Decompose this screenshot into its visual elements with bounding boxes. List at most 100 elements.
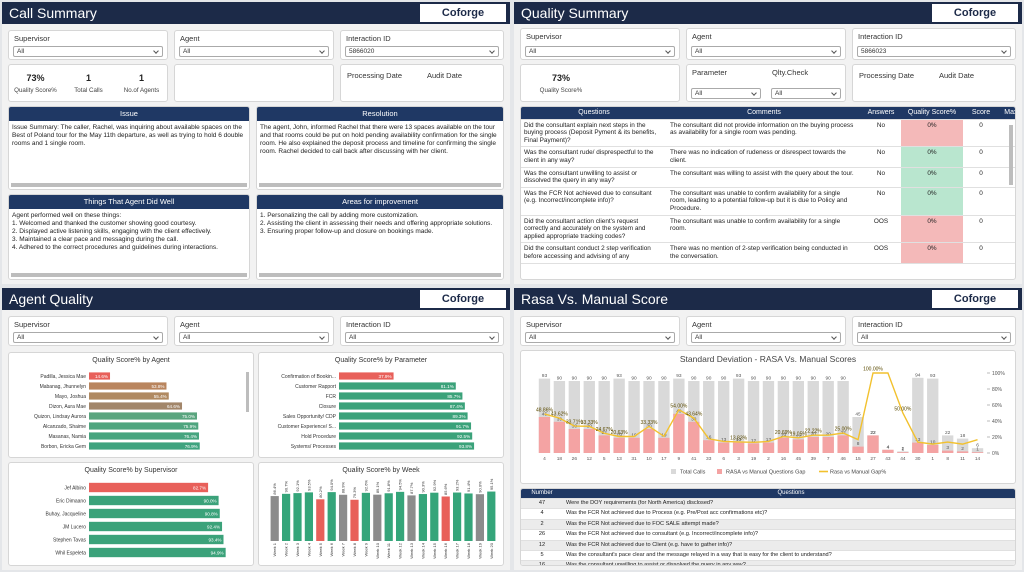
chevron — [751, 90, 757, 96]
column-header: Score — [963, 107, 999, 120]
bar — [956, 451, 969, 453]
chart-title: Quality Score% by Parameter — [335, 357, 428, 364]
filter: Interaction ID All — [852, 316, 1016, 346]
section-line: 2. Assisting the client in assessing the… — [260, 220, 493, 227]
y2-tick-label: 80% — [992, 387, 1003, 393]
value-label: 90 — [587, 376, 593, 382]
value-label: 90 — [811, 376, 817, 382]
value-label: 16 — [706, 435, 712, 441]
chart-title: Quality Score% by Week — [342, 467, 420, 474]
table-cell: Was the FCR Not achieved due to consulta… — [521, 187, 667, 216]
value-label: 33.71% — [566, 420, 584, 426]
filter-label: Agent — [692, 32, 712, 41]
dropdown[interactable]: All — [13, 46, 163, 57]
chevron — [831, 334, 837, 340]
section-body: Issue Summary: The caller, Rachel, was i… — [12, 124, 246, 182]
value-label: 90.0% — [477, 481, 482, 493]
filter: Supervisor All — [520, 28, 680, 60]
value-label: 90 — [840, 376, 846, 382]
x-tick-label: Week 14 — [420, 542, 425, 558]
value-label: 93 — [676, 373, 682, 379]
value-label: 91.8% — [386, 480, 391, 492]
table-cell: Was the consultant's pace clear and the … — [563, 550, 1015, 562]
table-cell: 47 — [521, 498, 563, 510]
chart: Quality Score% by Supervisor Jef Albino 82… — [46, 467, 226, 558]
section: Things That Agent Did Well Agent performe… — [8, 194, 250, 280]
bar — [927, 378, 939, 453]
kpi-value: 73% — [26, 73, 45, 83]
bar — [475, 494, 485, 541]
filter-label: Parameter — [692, 68, 728, 77]
table-card: Number Questions 47 Were the DOY requiremen… — [520, 488, 1016, 566]
chart-card: Quality Score% by Supervisor Jef Albino 82… — [8, 462, 254, 566]
value-label: 90.3% — [420, 481, 425, 493]
kpi-value: 1 — [138, 73, 144, 83]
chart: Quality Score% by Week 86.4% Week 1 90.7% We… — [270, 467, 496, 559]
value-label: 90 — [781, 376, 787, 382]
dropdown[interactable]: 5866023 — [857, 46, 1011, 57]
dropdown[interactable]: All — [691, 332, 841, 343]
dropdown[interactable]: All — [771, 88, 841, 99]
value-label: 19 — [616, 432, 622, 438]
dropdown[interactable]: All — [691, 88, 761, 99]
table-cell: OOS — [861, 242, 901, 264]
section: Resolution The agent, John, informed Rach… — [256, 106, 504, 190]
value-label: 90 — [631, 376, 637, 382]
dropdown[interactable]: All — [691, 46, 841, 57]
table-cell: Did the consultant explain next steps in… — [521, 119, 667, 148]
filter-label: Audit Date — [427, 71, 463, 80]
kpi-label: Quality Score% — [539, 87, 583, 94]
filter: Agent All — [174, 316, 334, 346]
bar — [293, 493, 302, 541]
dropdown[interactable]: All — [13, 332, 163, 343]
x-tick-label: 17 — [661, 456, 667, 462]
bar — [912, 377, 924, 453]
value-label: 92.4% — [207, 524, 220, 529]
section-body: Agent performed well on these things: 1. … — [12, 212, 246, 272]
table-cell: No — [861, 187, 901, 216]
value-label: 90 — [826, 376, 832, 382]
value-label: 94 — [915, 372, 921, 378]
value-label: 90.7% — [284, 481, 289, 493]
bar — [89, 482, 209, 493]
bar — [598, 435, 610, 453]
x-tick-label: Week 5 — [318, 542, 323, 556]
dropdown[interactable]: All — [525, 46, 675, 57]
filter-label: Interaction ID — [346, 34, 391, 43]
dropdown[interactable]: All — [345, 332, 499, 343]
filter: Agent All — [686, 28, 846, 60]
filter: Agent All — [686, 316, 846, 346]
filter-label: Agent — [180, 34, 200, 43]
table-cell: There was no indication of rudeness or d… — [667, 146, 861, 168]
chevron — [665, 334, 671, 340]
chart-title: Quality Score% by Agent — [92, 357, 169, 364]
category-label: Customer Experience/ S... — [278, 424, 336, 430]
section-heading: Things That Agent Did Well — [9, 195, 249, 209]
value-label: 33.33% — [581, 420, 599, 426]
chevron — [831, 90, 837, 96]
table-cell: There was no mention of 2-step verificat… — [667, 242, 861, 264]
value-label: 2 — [902, 446, 905, 452]
dropdown[interactable]: All — [857, 332, 1011, 343]
value-label: 95.1% — [489, 478, 494, 490]
bar — [732, 442, 745, 453]
table-cell: 70 — [999, 242, 1015, 264]
category-label: Dizon, Aura Mae — [49, 404, 86, 410]
dropdown[interactable]: All — [525, 332, 675, 343]
table-cell: The consultant was willing to assist wit… — [667, 167, 861, 188]
dropdown[interactable]: All — [179, 332, 329, 343]
dropdown[interactable]: 5866020 — [345, 46, 499, 57]
filter-label: Audit Date — [939, 71, 975, 80]
chart: Quality Score% by Agent Padilla, Jessica … — [34, 357, 200, 450]
x-tick-label: 30 — [915, 456, 921, 462]
legend-swatch — [671, 469, 676, 474]
column-header: Quality Score% — [901, 107, 963, 120]
x-tick-label: Week 3 — [295, 542, 300, 556]
x-tick-label: 8 — [946, 456, 949, 462]
x-tick-label: 2 — [767, 456, 770, 462]
table-cell: 0 — [963, 187, 999, 216]
value-label: 90 — [646, 376, 652, 382]
dropdown[interactable]: All — [179, 46, 329, 57]
x-tick-label: 1 — [931, 456, 934, 462]
category-label: Whil Espeleta — [55, 551, 86, 557]
